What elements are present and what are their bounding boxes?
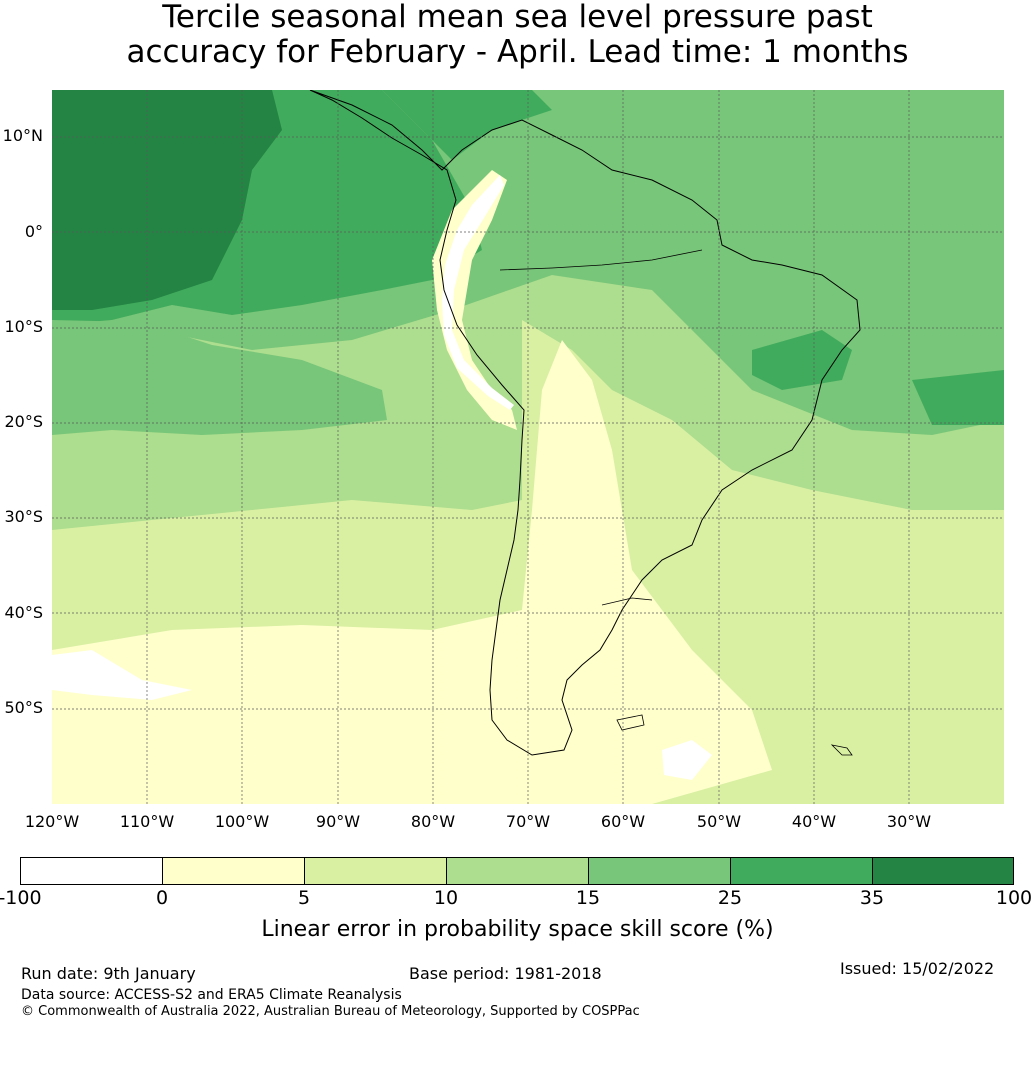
lat-label-40s: 40°S: [4, 603, 43, 622]
south-america-coastline: [309, 90, 861, 756]
colorbar-tick-5: 5: [297, 887, 311, 909]
lon-label-50w: 50°W: [696, 812, 742, 831]
colorbar: [20, 857, 1014, 885]
lon-label-100w: 100°W: [214, 812, 270, 831]
colorbar-segment-0-5: [162, 857, 305, 885]
colorbar-tick-15: 15: [575, 887, 601, 909]
south-georgia-island: [830, 744, 853, 756]
lat-label-20s: 20°S: [4, 412, 43, 431]
skill-zone-35-100-pacific: [52, 90, 282, 310]
skill-zone-25-35-brazil: [752, 330, 852, 390]
colorbar-tick-35: 35: [859, 887, 885, 909]
skill-score-map: [52, 90, 1004, 804]
colorbar-segment-15-25: [588, 857, 731, 885]
skill-zone-negative-andes: [442, 175, 514, 410]
data-source: Data source: ACCESS-S2 and ERA5 Climate …: [21, 987, 402, 1003]
base-period: Base period: 1981-2018: [409, 964, 602, 983]
lon-label-120w: 120°W: [24, 812, 80, 831]
colorbar-tick-neg100: -100: [0, 887, 42, 909]
amazon-river: [499, 249, 703, 271]
skill-zone-negative-pacific: [52, 650, 192, 700]
copyright-notice: © Commonwealth of Australia 2022, Austra…: [21, 1004, 640, 1019]
map-canvas: [52, 90, 1004, 804]
colorbar-tick-10: 10: [433, 887, 459, 909]
rio-de-la-plata: [601, 597, 653, 606]
skill-zone-0-5-south: [52, 340, 772, 804]
skill-zone-25-35-atlantic: [912, 370, 1004, 425]
map-title-line-1: Tercile seasonal mean sea level pressure…: [162, 0, 873, 35]
lon-label-80w: 80°W: [410, 812, 456, 831]
falkland-islands: [616, 714, 645, 731]
lon-label-90w: 90°W: [315, 812, 361, 831]
skill-zone-0-5-andes: [432, 170, 517, 430]
colorbar-tick-100: 100: [995, 887, 1033, 909]
colorbar-tick-0: 0: [155, 887, 169, 909]
lon-label-60w: 60°W: [600, 812, 646, 831]
lon-label-40w: 40°W: [791, 812, 837, 831]
lat-label-10s: 10°S: [4, 317, 43, 336]
skill-zone-negative-atlantic: [662, 740, 712, 780]
lon-label-30w: 30°W: [886, 812, 932, 831]
colorbar-tick-25: 25: [717, 887, 743, 909]
issued-date: Issued: 15/02/2022: [840, 959, 995, 978]
lat-label-0: 0°: [24, 222, 43, 241]
map-title-line-2: accuracy for February - April. Lead time…: [126, 34, 909, 70]
map-gridlines: [52, 90, 1004, 804]
colorbar-segment-5-10: [304, 857, 447, 885]
lon-label-110w: 110°W: [119, 812, 175, 831]
skill-zone-25-35-caribbean: [382, 90, 552, 160]
lat-label-10n: 10°N: [2, 126, 43, 145]
lon-label-70w: 70°W: [505, 812, 551, 831]
colorbar-segment-neg100-0: [20, 857, 163, 885]
colorbar-segment-35-100: [872, 857, 1014, 885]
skill-zone-15-25-pacific: [52, 320, 387, 435]
colorbar-segment-10-15: [446, 857, 589, 885]
colorbar-segment-25-35: [730, 857, 873, 885]
lat-label-30s: 30°S: [4, 507, 43, 526]
colorbar-label: Linear error in probability space skill …: [261, 917, 774, 942]
lat-label-50s: 50°S: [4, 698, 43, 717]
run-date: Run date: 9th January: [21, 964, 196, 983]
